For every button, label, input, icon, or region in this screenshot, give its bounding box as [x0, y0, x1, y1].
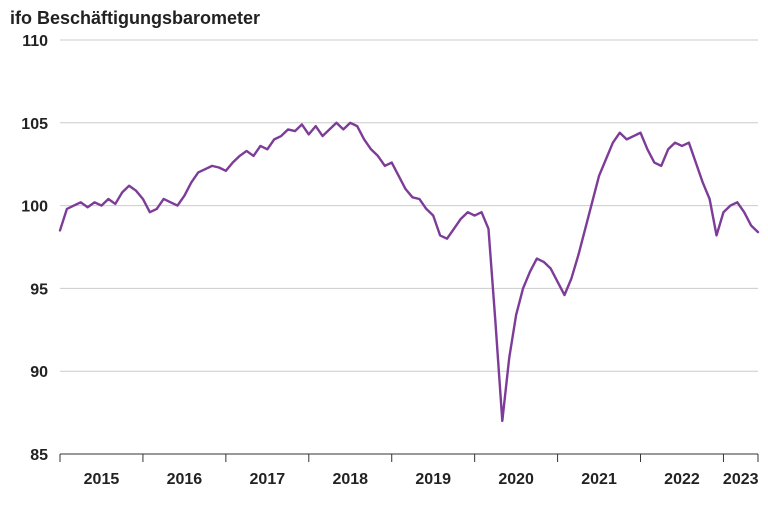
svg-text:2018: 2018 [332, 471, 368, 488]
svg-text:2021: 2021 [581, 471, 617, 488]
svg-text:2023: 2023 [723, 471, 759, 488]
svg-text:2015: 2015 [84, 471, 120, 488]
svg-text:2016: 2016 [167, 471, 203, 488]
svg-text:105: 105 [21, 116, 48, 133]
svg-text:2019: 2019 [415, 471, 451, 488]
svg-text:95: 95 [30, 281, 48, 298]
chart-title: ifo Beschäftigungsbarometer [10, 8, 260, 29]
svg-text:90: 90 [30, 364, 48, 381]
svg-text:2020: 2020 [498, 471, 534, 488]
svg-text:85: 85 [30, 447, 48, 464]
svg-text:110: 110 [22, 33, 48, 50]
chart-container: { "chart": { "type": "line", "title": "i… [0, 0, 768, 512]
svg-text:2022: 2022 [664, 471, 700, 488]
svg-text:2017: 2017 [250, 471, 286, 488]
svg-text:100: 100 [21, 199, 48, 216]
chart-svg: 85 90 95 100 105 110 2015 2016 2017 2018 2019 2020 2… [0, 0, 768, 512]
